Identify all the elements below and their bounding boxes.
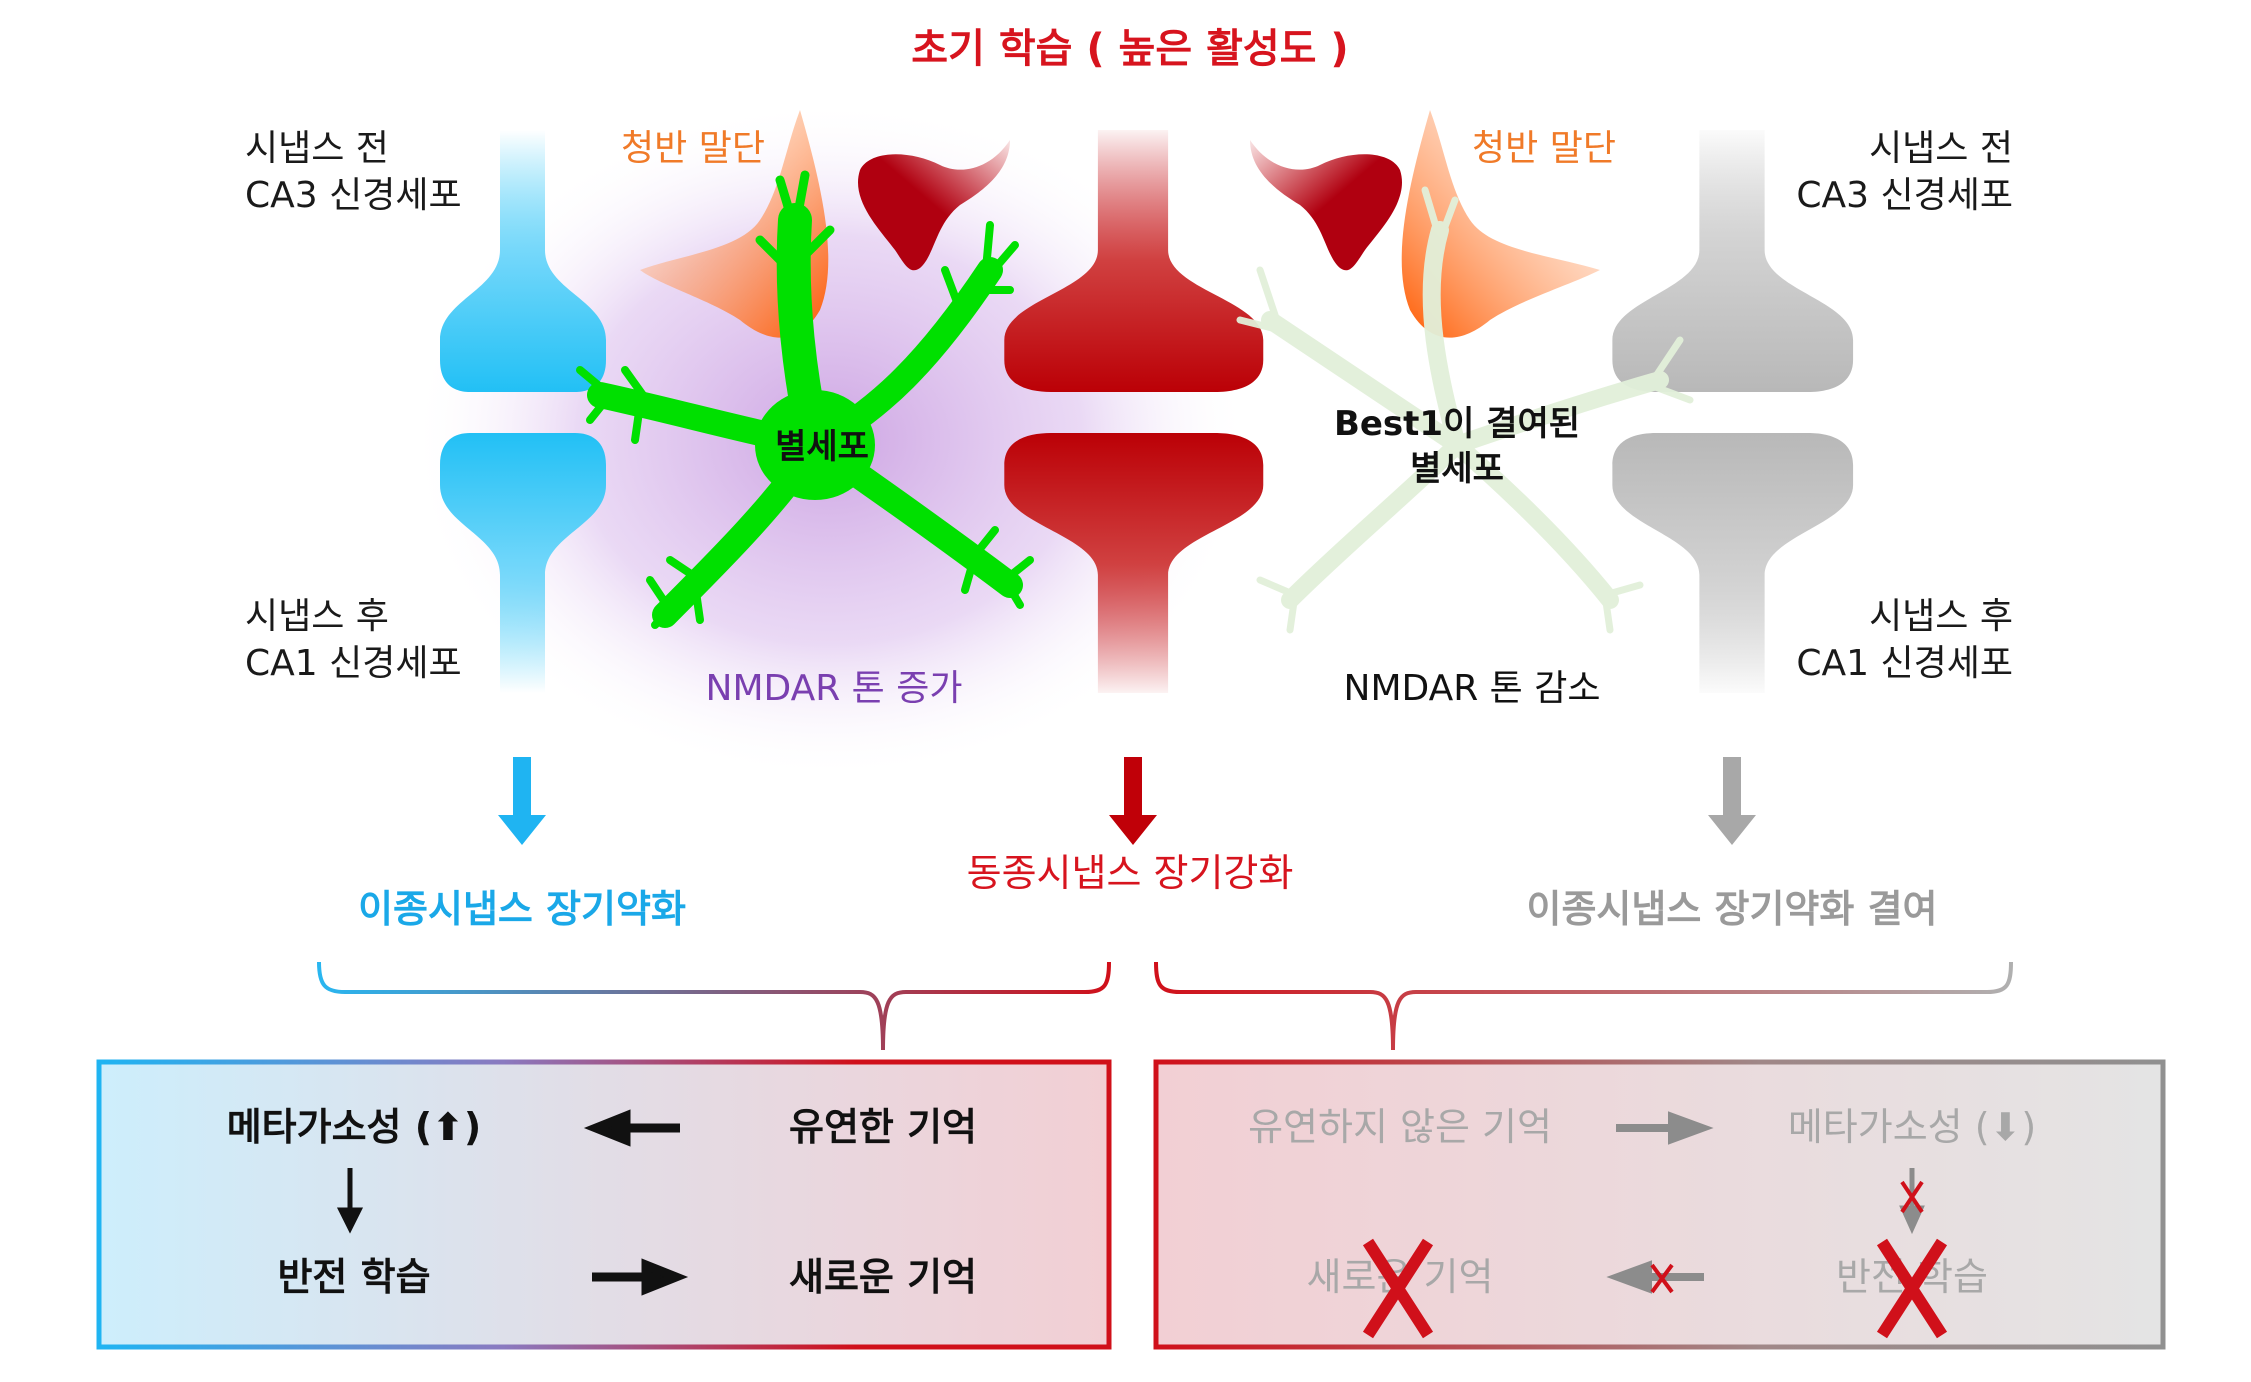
right-pre-label-line2: CA3 신경세포	[1796, 175, 2013, 216]
left-post-label-line1: 시냅스 후	[245, 596, 389, 637]
homosynaptic-ltp-label: 동종시냅스 장기강화	[967, 851, 1294, 895]
gray-left-arrow-icon	[1606, 1260, 1704, 1294]
nmdar-increase-label: NMDAR 톤 증가	[706, 668, 963, 709]
gray-right-arrow-icon	[1616, 1111, 1714, 1145]
heterosynaptic-ltd-absent-label: 이종시냅스 장기약화 결여	[1526, 887, 1937, 931]
left-pre-label-line1: 시냅스 전	[245, 128, 389, 169]
left-post-label-line2: CA1 신경세포	[245, 643, 462, 684]
blocked-x-icon	[1900, 1180, 1924, 1214]
best1-astrocyte-label-line1: Best1이 결여된	[1334, 404, 1580, 444]
inflexible-memory-label: 유연하지 않은 기억	[1248, 1105, 1552, 1149]
right-brace	[1154, 961, 2013, 1051]
astrocyte-label: 별세포	[775, 427, 869, 467]
blocked-x-icon	[1650, 1263, 1674, 1294]
right-post-label-line1: 시냅스 후	[1869, 596, 2013, 637]
right-pre-label-line1: 시냅스 전	[1869, 128, 2013, 169]
right-lc-terminal	[1401, 110, 1600, 338]
left-lc-label: 청반 말단	[621, 128, 765, 169]
left-pre-label-line2: CA3 신경세포	[245, 175, 462, 216]
gray-down-arrow-icon	[1708, 757, 1756, 845]
right-arrow-icon	[592, 1258, 689, 1296]
blue-down-arrow-icon	[498, 757, 546, 845]
flexible-memory-label: 유연한 기억	[789, 1105, 977, 1149]
best1-astrocyte-label-line2: 별세포	[1410, 449, 1504, 489]
diagram-title: 초기 학습 ( 높은 활성도 )	[911, 26, 1348, 72]
right-presynaptic-terminal	[1612, 130, 1854, 392]
down-arrow-icon	[336, 1168, 364, 1234]
right-dark-terminal	[1250, 140, 1402, 271]
normal-astrocyte-outcome-box: 메타가소성 (⬆) 유연한 기억 반전 학습 새로운 기억	[96, 1059, 1112, 1350]
gray-down-arrow-small-icon	[1899, 1168, 1925, 1235]
metaplasticity-up-label: 메타가소성 (⬆)	[227, 1105, 482, 1149]
left-brace	[317, 961, 1111, 1051]
heterosynaptic-ltd-label: 이종시냅스 장기약화	[358, 887, 686, 931]
left-arrow-icon	[583, 1109, 680, 1147]
nmdar-decrease-label: NMDAR 톤 감소	[1344, 668, 1601, 709]
right-lc-label: 청반 말단	[1472, 128, 1616, 169]
new-memory-label: 새로운 기억	[789, 1255, 977, 1299]
left-dark-terminal	[858, 140, 1010, 271]
best1-deficient-astrocyte-icon	[1236, 186, 1694, 634]
right-post-label-line2: CA1 신경세포	[1796, 643, 2013, 684]
best1-deficient-outcome-box: 유연하지 않은 기억 메타가소성 (⬇) 새로운 기억 반전 학습	[1153, 1059, 2166, 1350]
large-x-icon	[1362, 1238, 1434, 1339]
large-x-icon	[1876, 1238, 1948, 1339]
reversal-learning-label: 반전 학습	[277, 1255, 430, 1299]
red-down-arrow-icon	[1109, 757, 1157, 845]
metaplasticity-down-label: 메타가소성 (⬇)	[1788, 1105, 2036, 1149]
astrocyte-icon	[576, 170, 1034, 629]
